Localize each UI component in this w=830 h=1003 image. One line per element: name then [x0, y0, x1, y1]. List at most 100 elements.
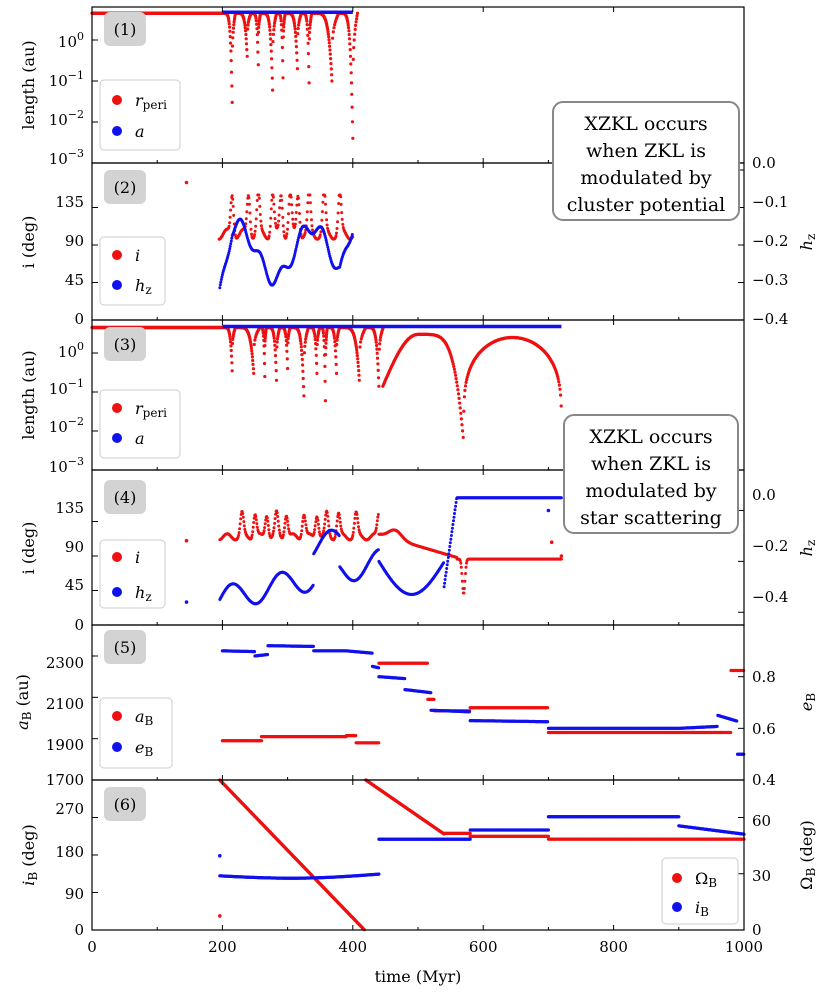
i-series-p4-point	[355, 513, 359, 516]
rperi-series-p3-point	[230, 341, 235, 346]
aB-series-p5-point	[546, 706, 550, 710]
i-series-p4-point	[286, 519, 290, 523]
i-series-p4-point	[252, 521, 256, 524]
rperi-series-p1-point	[271, 32, 275, 37]
rperi-series-p1-point	[244, 32, 248, 37]
rperi-series-p3-point	[275, 345, 279, 349]
rperi-lobes-p3-point	[462, 409, 466, 413]
i-series-p4-point	[337, 513, 341, 517]
rperi-series-p1-point	[231, 30, 235, 34]
rperi-series-p3-point	[323, 364, 327, 368]
rperi-series-p1-point	[307, 37, 311, 41]
rperi-series-p3-point	[250, 355, 254, 359]
i-series-p4-point	[250, 535, 254, 539]
rperi-series-p1-point	[281, 59, 285, 63]
rperi-series-p1-point	[228, 29, 232, 33]
rperi-series-p1-point	[326, 32, 330, 36]
i-series-p2-point	[232, 213, 236, 217]
i-series-p4-point	[255, 525, 259, 529]
rperi-lobes-p3-point	[559, 404, 563, 408]
i-series-p4-point	[283, 526, 286, 530]
i-series-p2-point	[285, 232, 289, 236]
rperi-series-p3-point	[324, 335, 328, 339]
rperi-series-p1-point	[348, 48, 352, 52]
eB-series-p5	[220, 644, 746, 756]
rperi-series-p3-point	[376, 362, 380, 366]
rperi-series-p3-point	[376, 368, 380, 372]
rperi-lobes-p3-point	[455, 384, 459, 388]
i-series-p4-point	[376, 515, 380, 519]
rperi-series-p1-point	[254, 19, 258, 23]
rperi-series-p1-point	[228, 25, 232, 29]
i-series-p4-point	[267, 531, 271, 535]
i-series-p4-point	[317, 530, 321, 534]
rperi-series-p1-point	[243, 23, 247, 27]
i-series-p2-point	[284, 234, 288, 238]
rperi-series-p3-point	[358, 345, 362, 349]
rperi-series-p3-point	[374, 340, 378, 344]
rperi-series-p1-point	[327, 41, 331, 45]
i-series-p2-point	[274, 221, 277, 225]
rperi-lobes-p3-point	[465, 378, 469, 382]
rperi-lobes-p3-point	[464, 380, 468, 384]
hz-series-p2-point	[229, 242, 233, 246]
rperi-series-p1-point	[354, 20, 358, 24]
hz-series-p4-point	[454, 501, 458, 504]
i-series-p2-point	[277, 213, 281, 217]
rperi-series-p3-point	[274, 360, 278, 364]
rperi-series-p3-point	[250, 352, 254, 356]
i-series-p4-point	[263, 526, 267, 530]
i-series-p4-point	[559, 557, 563, 561]
rperi-series-p1-point	[328, 48, 332, 52]
rperi-series-p3-point	[354, 345, 358, 349]
i-series-p4-point	[464, 565, 468, 569]
i-series-p2-point	[259, 219, 263, 223]
rperi-lobes-p3-point	[459, 411, 463, 415]
i-series-p2-point	[279, 194, 283, 198]
i-series-p4-point	[238, 522, 242, 526]
rperi-lobes-p3-point	[461, 435, 465, 439]
hz-series-p4-point	[449, 534, 453, 537]
rperi-series-p3-point	[249, 346, 253, 350]
rperi-series-p1-point	[353, 32, 357, 36]
rperi-series-p1-point	[246, 27, 250, 31]
i-series-p4-point	[460, 579, 464, 583]
eB-series-p5-point	[265, 652, 270, 657]
rperi-series-p1-point	[306, 33, 310, 38]
rperi-series-p3-point	[375, 347, 379, 351]
rperi-series-p3-point	[284, 335, 288, 339]
rperi-series-p3-point	[314, 347, 318, 351]
rperi-series-p3-point	[273, 354, 278, 358]
i-series-p2-point	[282, 230, 286, 234]
rperi-series-p3-point	[377, 347, 381, 351]
i-series-p2-point	[281, 224, 285, 228]
i-series-p2-point	[269, 216, 273, 220]
rperi-series-p1-point	[271, 88, 275, 92]
rperi-series-p1-point	[255, 33, 259, 37]
rperi-series-p3-point	[324, 341, 328, 345]
i-series-p4-point	[323, 517, 327, 521]
hz-series-p2-point	[327, 250, 331, 254]
rperi-series-p1-point	[294, 34, 298, 39]
hz-series-p2-point	[325, 243, 329, 247]
i-series-p4-point	[273, 521, 277, 525]
i-series-p2-point	[294, 217, 298, 221]
rperi-series-p3-point	[375, 351, 379, 355]
rperi-series-p1-point	[353, 27, 357, 31]
i-series-p2-point	[290, 203, 294, 207]
rperi-series-p1-point	[305, 23, 309, 27]
i-series-p4-point	[267, 528, 271, 532]
rperi-series-p1-point	[227, 22, 231, 26]
i-series-p2-point	[310, 224, 314, 228]
rperi-series-p1-point	[272, 28, 276, 32]
i-series-p4-point	[301, 520, 305, 523]
rperi-series-p3-point	[374, 338, 378, 342]
rperi-series-p3-point	[231, 337, 235, 341]
hz-series-p4-point	[444, 574, 448, 578]
i-series-p2-point	[297, 203, 301, 207]
i-series-p4-point	[242, 524, 246, 528]
rperi-series-p3-point	[275, 337, 280, 341]
rperi-series-p1-point	[307, 65, 311, 69]
rperi-lobes-p3-point	[557, 383, 562, 387]
rperi-series-p1-point	[229, 49, 233, 53]
